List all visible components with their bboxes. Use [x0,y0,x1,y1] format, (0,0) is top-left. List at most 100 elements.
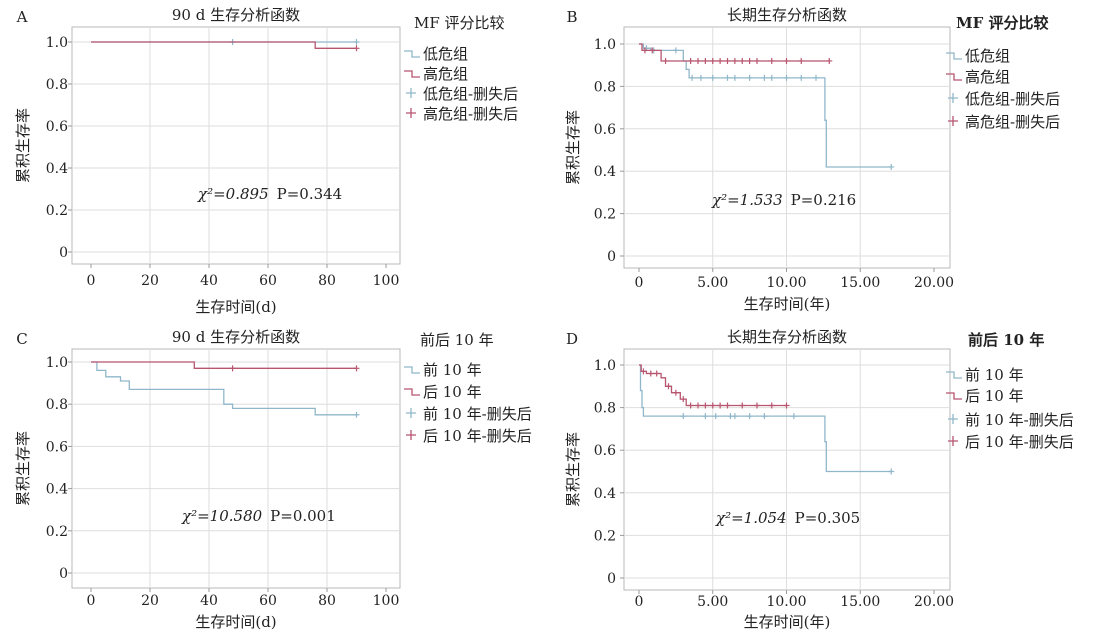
y-tick-label: 0.2 [594,528,616,544]
legend-entry: 低危组-删失后 [965,90,1060,108]
censor-mark [724,57,731,64]
chi-square-value: χ²=1.533 [711,191,783,209]
legend-entry: 高危组-删失后 [965,113,1060,131]
y-tick-label: 0.2 [46,524,68,540]
legend-line-swatch [404,70,420,78]
panel-label: A [16,8,28,26]
y-tick-label: 0 [59,245,68,261]
y-tick-label: 0.8 [46,77,68,93]
censor-mark [695,402,701,409]
censor-mark [702,402,709,409]
censor-mark [826,57,833,64]
x-tick-label: 80 [318,593,336,609]
x-tick-label: 100 [373,593,400,609]
survival-curve-first [639,364,892,473]
censor-mark [888,163,895,170]
legend-title: 前后 10 年 [420,331,494,349]
censor-mark [724,402,731,409]
censor-mark [712,413,719,420]
legend-entry: 高危组 [423,65,468,83]
y-tick-label: 0.8 [46,397,68,413]
chart-title: 90 d 生存分析函数 [172,328,300,346]
x-axis-label: 生存时间(d) [195,613,276,631]
censor-mark [640,368,647,375]
p-value: P=0.216 [791,191,857,209]
legend-title: MF 评分比较 [956,14,1048,32]
chi-square-value: χ²=10.580 [181,507,263,525]
y-axis-label: 累积生存率 [564,110,582,185]
censor-mark [353,45,360,52]
y-tick-label: 1.0 [46,355,68,371]
censor-mark [717,57,724,64]
legend-entry: 高危组 [965,68,1010,86]
x-tick-label: 5.00 [697,275,728,291]
x-tick-label: 40 [200,273,218,289]
censor-mark [353,365,360,372]
survival-curve-second [91,41,357,49]
stat-annotation: χ²=1.054 P=0.305 [715,509,860,527]
censor-mark [754,402,760,409]
panel-label: B [566,8,577,26]
y-tick-label: 0 [59,566,68,582]
legend-entry: 高危组-删失后 [423,105,518,123]
legend-line-swatch [946,52,962,60]
p-value: P=0.001 [270,507,336,525]
plot-frame [71,348,401,589]
chart-title: 长期生存分析函数 [727,328,847,346]
stat-annotation: χ²=10.580 P=0.001 [181,507,336,525]
legend-title: MF 评分比较 [414,14,505,32]
chart-title: 90 d 生存分析函数 [172,6,300,24]
censor-mark [754,57,760,64]
censor-mark [662,57,669,64]
legend-entry: 前 10 年-删失后 [965,411,1074,429]
x-tick-label: 60 [259,593,277,609]
x-tick-label: 15.00 [840,594,880,610]
legend-entry: 前 10 年 [965,366,1024,384]
legend-censor-swatch [948,414,958,424]
y-axis-label: 累积生存率 [14,431,32,506]
censor-mark [746,74,753,81]
censor-mark [739,402,746,409]
km-panel: A 90 d 生存分析函数 0 20 40 60 80 100 0 0.2 0.4 0.6 0.8 1.0… [14,6,518,316]
x-axis-label: 生存时间(年) [744,613,831,631]
legend-censor-swatch [948,116,958,126]
x-tick-label: 80 [318,273,336,289]
km-panel: C 90 d 生存分析函数 0 20 40 60 80 100 0 0.2 0.4 0.6 0.8 1.0… [14,328,532,631]
censor-mark [695,57,701,64]
censor-mark [813,74,819,81]
x-tick-label: 0 [635,594,644,610]
legend-censor-swatch [406,430,416,440]
stat-annotation: χ²=1.533 P=0.216 [711,191,856,209]
censor-mark [649,47,656,54]
p-value: P=0.344 [277,185,343,203]
censor-mark [680,413,687,420]
y-tick-label: 0.6 [46,439,68,455]
panel-label: D [566,330,578,348]
censor-mark [790,413,797,420]
legend-title: 前后 10 年 [968,331,1044,349]
censor-mark [717,402,724,409]
legend-entry: 前 10 年-删失后 [423,405,532,423]
censor-mark [768,402,775,409]
x-tick-label: 40 [200,593,218,609]
censor-mark [746,57,753,64]
y-tick-label: 0.6 [594,122,616,138]
km-panel: B 长期生存分析函数 0 5.00 10.00 15.00 20.00 0 0.2 0.4 0.6 0… [564,6,1060,313]
censor-mark [783,57,790,64]
censor-mark [798,74,805,81]
legend-line-swatch [946,371,962,379]
censor-mark [647,370,654,377]
x-tick-label: 10.00 [766,275,806,291]
y-tick-label: 0.8 [594,401,616,417]
x-axis-label: 生存时间(年) [744,295,831,313]
censor-mark [689,74,696,81]
censor-mark [672,47,679,54]
censor-mark [702,57,709,64]
legend-line-swatch [946,73,962,81]
legend-censor-swatch [406,408,416,418]
x-axis-label: 生存时间(d) [195,298,276,316]
survival-curve-first [91,361,357,416]
censor-mark [768,57,775,64]
y-tick-label: 1.0 [46,35,68,51]
